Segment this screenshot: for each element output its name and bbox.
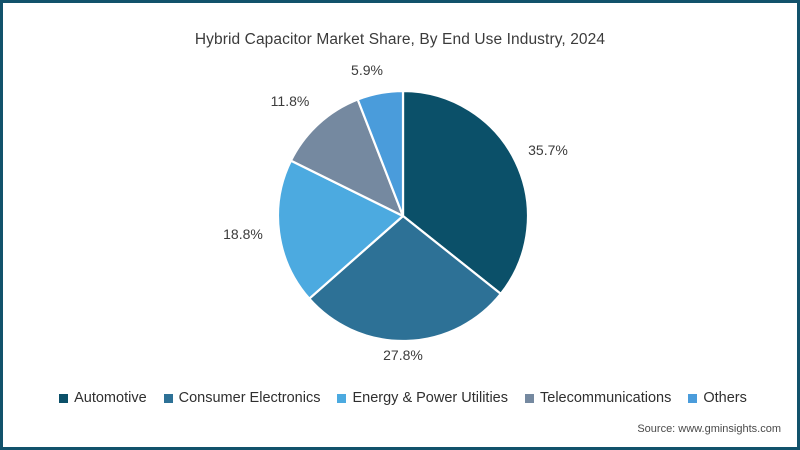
legend-swatch-icon: [163, 393, 173, 403]
pie-slice-label: 35.7%: [528, 142, 568, 158]
legend-item[interactable]: Automotive: [59, 390, 147, 406]
legend-swatch-icon: [688, 393, 698, 403]
source-note: Source: www.gminsights.com: [637, 423, 781, 435]
pie-slice-label: 27.8%: [383, 347, 423, 363]
legend-item[interactable]: Energy & Power Utilities: [337, 390, 508, 406]
pie-slice-label: 5.9%: [351, 62, 383, 78]
pie-slice[interactable]: [308, 214, 502, 343]
pie-chart: 35.7% 27.8% 18.8% 11.8% 5.9%: [223, 62, 568, 363]
legend-item-label: Automotive: [74, 390, 147, 406]
legend-item[interactable]: Consumer Electronics: [163, 390, 321, 406]
pie-slice-label: 11.8%: [271, 93, 310, 109]
pie-label-group: 35.7% 27.8% 18.8% 11.8% 5.9%: [223, 62, 568, 363]
legend-item[interactable]: Telecommunications: [525, 390, 671, 406]
chart-legend: Automotive Consumer Electronics Energy & P…: [3, 383, 800, 413]
pie-slice[interactable]: [356, 89, 405, 218]
legend-swatch-icon: [337, 393, 347, 403]
legend-item-label: Consumer Electronics: [178, 390, 321, 406]
legend-item-label: Telecommunications: [540, 390, 672, 406]
legend-swatch-icon: [525, 393, 534, 403]
legend-item-label: Others: [703, 390, 747, 406]
legend-item[interactable]: Others: [688, 390, 747, 406]
chart-title: Hybrid Capacitor Market Share, By End Us…: [194, 31, 606, 48]
pie-slice[interactable]: [276, 159, 405, 300]
pie-slice-group: [276, 89, 530, 343]
pie-slice[interactable]: [289, 98, 405, 218]
pie-slice-label: 18.8%: [223, 226, 263, 242]
pie-slice[interactable]: [401, 89, 530, 295]
legend-item-label: Energy & Power Utilities: [352, 390, 508, 406]
legend-swatch-icon: [59, 393, 69, 403]
